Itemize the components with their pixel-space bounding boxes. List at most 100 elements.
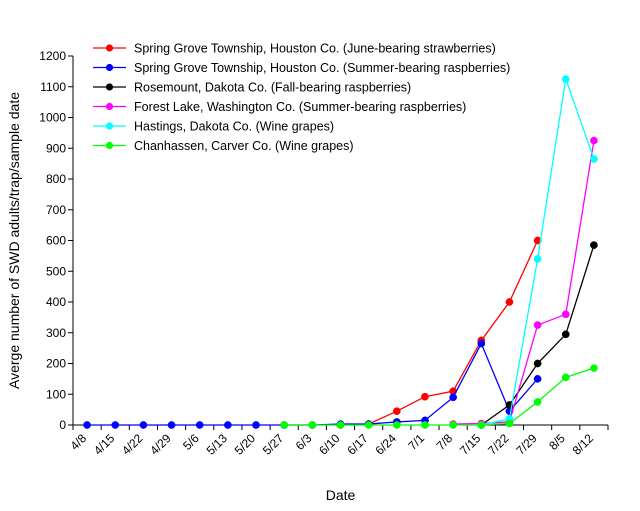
legend-swatch-marker — [105, 102, 114, 111]
legend-swatch-marker — [105, 141, 114, 150]
x-tick-label: 4/8 — [68, 431, 90, 453]
data-point — [590, 364, 598, 372]
series-line — [340, 240, 539, 426]
data-point — [252, 421, 260, 429]
legend-swatch-marker — [105, 63, 114, 72]
x-tick-label: 6/24 — [373, 431, 400, 458]
legend-item: Spring Grove Township, Houston Co. (Summ… — [93, 61, 510, 75]
data-point — [83, 421, 91, 429]
x-tick-label: 5/6 — [180, 431, 202, 453]
data-point — [561, 373, 570, 382]
series — [336, 236, 542, 429]
data-point — [392, 421, 401, 429]
data-point — [167, 421, 176, 429]
x-tick-label: 4/29 — [147, 431, 174, 458]
data-point — [561, 75, 570, 83]
data-point — [590, 136, 598, 145]
legend-label: Hastings, Dakota Co. (Wine grapes) — [134, 120, 334, 134]
data-point — [336, 421, 345, 429]
data-point — [280, 421, 289, 429]
y-tick-label: 800 — [46, 172, 66, 186]
legend-swatch-marker — [105, 83, 114, 91]
series — [280, 364, 598, 429]
x-tick-label: 5/13 — [204, 431, 231, 458]
data-point — [308, 421, 317, 429]
data-point — [477, 339, 486, 348]
legend: Spring Grove Township, Houston Co. (June… — [93, 42, 510, 153]
data-point — [533, 359, 542, 368]
data-point — [421, 392, 429, 401]
x-tick-label: 7/8 — [434, 431, 456, 453]
legend-label: Forest Lake, Washington Co. (Summer-bear… — [134, 100, 466, 114]
data-point — [421, 421, 429, 429]
series-layer — [83, 75, 598, 429]
series — [477, 241, 598, 429]
y-tick-label: 400 — [46, 295, 66, 309]
data-point — [590, 241, 598, 249]
x-axis-label: Date — [326, 487, 356, 503]
series — [83, 339, 542, 429]
x-tick-label: 8/12 — [570, 431, 597, 458]
data-point — [561, 310, 570, 319]
legend-item: Forest Lake, Washington Co. (Summer-bear… — [93, 100, 466, 114]
data-point — [533, 321, 542, 329]
y-tick-label: 0 — [59, 418, 66, 432]
x-tick-label: 5/20 — [232, 431, 259, 458]
x-tick-label: 6/17 — [344, 431, 371, 458]
data-point — [590, 155, 598, 163]
data-point — [477, 421, 486, 429]
legend-swatch-marker — [105, 44, 114, 52]
data-point — [533, 398, 542, 406]
data-point — [561, 330, 570, 339]
x-tick-label: 7/15 — [457, 431, 484, 458]
legend-label: Spring Grove Township, Houston Co. (Summ… — [134, 61, 510, 75]
data-point — [533, 255, 542, 263]
y-axis-label: Averge number of SWD adults/trap/sample … — [6, 92, 22, 389]
legend-item: Spring Grove Township, Houston Co. (June… — [93, 42, 496, 56]
y-tick-label: 900 — [46, 141, 66, 155]
x-tick-label: 6/10 — [316, 431, 343, 458]
data-point — [111, 421, 120, 429]
y-tick-label: 1100 — [40, 80, 66, 94]
y-tick-label: 1000 — [39, 111, 66, 125]
data-point — [533, 375, 542, 383]
x-tick-label: 4/22 — [119, 431, 146, 458]
x-tick-label: 4/15 — [91, 431, 118, 458]
legend-label: Spring Grove Township, Houston Co. (June… — [134, 42, 496, 56]
data-point — [224, 421, 232, 429]
series-line — [480, 244, 595, 426]
data-point — [195, 421, 204, 429]
legend-label: Chanhassen, Carver Co. (Wine grapes) — [134, 139, 354, 153]
legend-item: Rosemount, Dakota Co. (Fall-bearing rasp… — [93, 81, 411, 95]
series-line — [453, 140, 595, 425]
data-point — [505, 298, 514, 306]
series-line — [284, 367, 595, 426]
y-tick-label: 300 — [46, 326, 66, 340]
legend-item: Hastings, Dakota Co. (Wine grapes) — [93, 120, 334, 134]
y-tick-label: 500 — [46, 264, 66, 278]
data-point — [533, 236, 542, 245]
data-point — [364, 421, 373, 429]
data-point — [449, 421, 457, 429]
legend-swatch-marker — [105, 122, 114, 130]
data-point — [505, 419, 514, 428]
x-tick-label: 8/5 — [546, 431, 568, 453]
legend-label: Rosemount, Dakota Co. (Fall-bearing rasp… — [134, 81, 411, 95]
y-tick-label: 700 — [46, 203, 66, 217]
legend-item: Chanhassen, Carver Co. (Wine grapes) — [93, 139, 354, 153]
x-tick-label: 7/29 — [513, 431, 540, 458]
y-tick-label: 600 — [46, 234, 66, 248]
x-tick-label: 5/27 — [260, 431, 287, 458]
y-tick-label: 200 — [46, 357, 66, 371]
series-line — [87, 341, 539, 426]
x-tick-label: 6/3 — [293, 431, 315, 453]
data-point — [139, 421, 148, 429]
x-tick-label: 7/22 — [485, 431, 512, 458]
y-tick-label: 1200 — [39, 49, 66, 63]
data-point — [449, 393, 457, 402]
y-tick-label: 100 — [46, 387, 66, 401]
data-point — [392, 407, 401, 416]
x-tick-label: 7/1 — [405, 431, 427, 453]
